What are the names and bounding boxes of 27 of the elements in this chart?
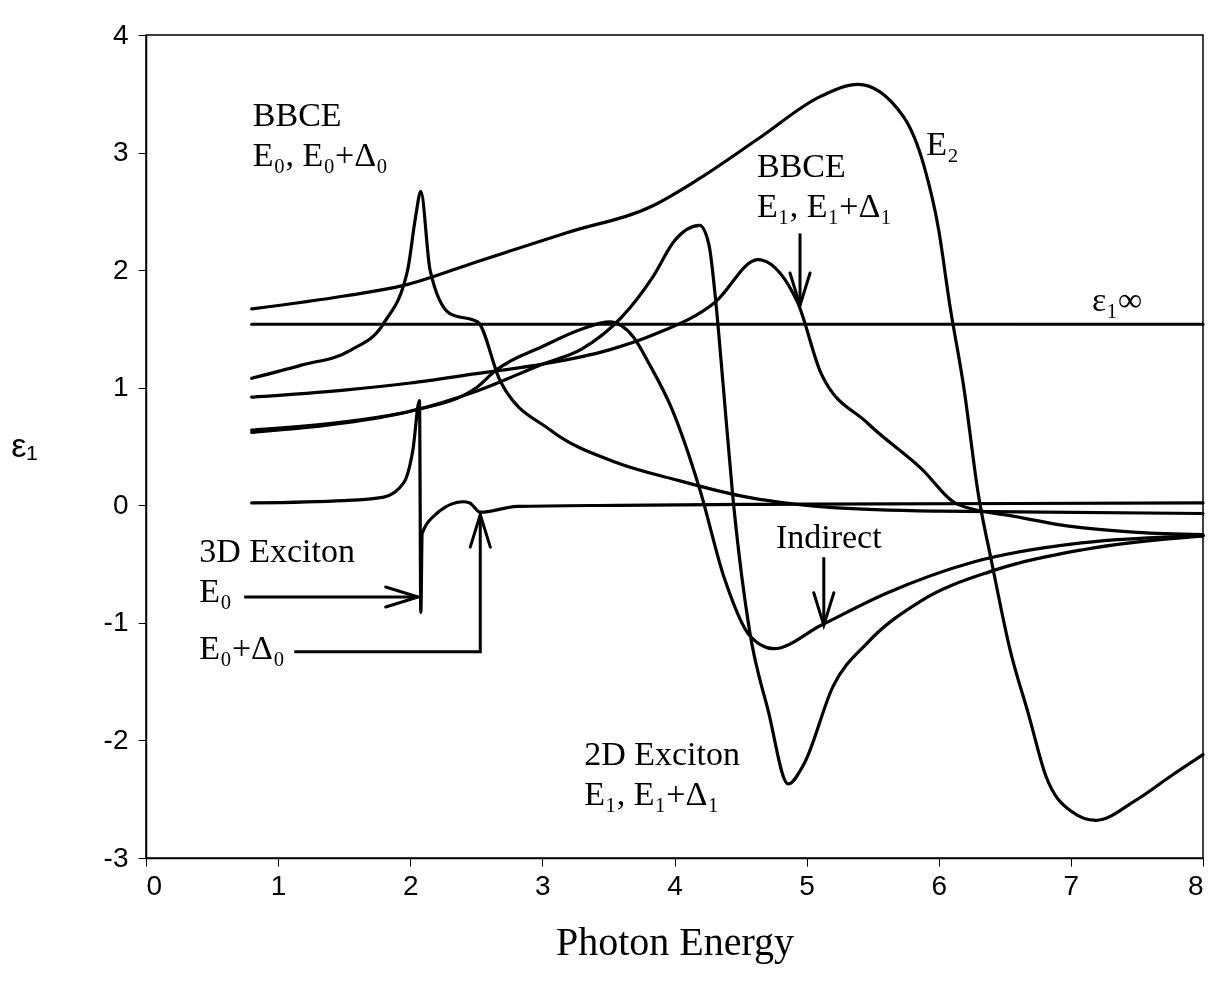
x-tick-label: 2 [402,869,419,901]
y-tick-label: -3 [103,841,129,873]
annotation: Indirect [775,518,883,556]
x-tick-label: 1 [270,869,287,901]
x-tick-label: 3 [535,869,551,901]
y-tick-label: -1 [103,606,129,638]
y-tick-label: 1 [112,371,129,403]
y-axis-title: ε₁ [11,425,38,464]
y-tick-label: 3 [112,136,129,168]
x-tick-label: 7 [1063,869,1080,901]
annotation: 3D Exciton E₀ [199,531,355,609]
x-tick-label: 6 [931,869,948,901]
x-axis-title: Photon Energy [555,918,795,964]
x-tick-label: 4 [667,869,683,901]
y-tick-label: 2 [112,253,129,285]
annotation: BBCE E₀, E₀+Δ₀ [252,96,388,174]
y-tick-label: -2 [103,723,129,755]
x-tick-label: 8 [1187,869,1204,901]
x-tick-label: 0 [146,869,163,901]
annotation: BBCE E₁, E₁+Δ₁ [757,147,893,225]
annotation: E₀+Δ₀ [199,628,285,666]
annotation: 2D Exciton E₁, E₁+Δ₁ [584,734,740,812]
y-tick-label: 4 [112,18,129,50]
annotation: ε₁∞ [1091,281,1143,319]
y-tick-label: 0 [112,488,129,520]
x-tick-label: 5 [799,869,815,901]
annotation: E₂ [926,125,959,163]
